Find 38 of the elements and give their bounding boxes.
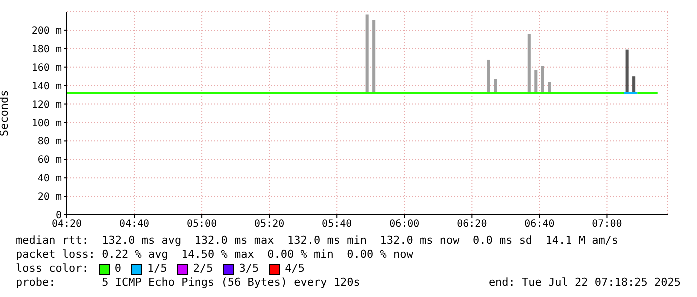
y-tick-label: 200 m [32, 26, 62, 38]
y-tick-label: 20 m [38, 192, 62, 204]
text: median rtt: 132.0 ms avg 132.0 ms max 132.0 ms min 132.0 ms now 0.0 ms sd 14.1 M am/s [16, 234, 620, 248]
text: end: Tue Jul 22 07:18:25 2025 [488, 276, 681, 290]
x-tick-label: 06:40 [524, 219, 555, 230]
y-tick-label: 100 m [32, 118, 62, 130]
legend-label: 3/5 [239, 262, 260, 276]
y-tick-label: 40 m [38, 174, 62, 185]
y-tick-label: 60 m [38, 155, 62, 166]
x-tick-label: 06:20 [457, 219, 488, 230]
x-tick-label: 05:20 [254, 219, 285, 230]
bar [372, 20, 376, 94]
bar [534, 70, 538, 94]
bar [541, 66, 544, 94]
y-tick-label: 180 m [32, 44, 62, 56]
bar [366, 14, 369, 94]
y-tick-label: 80 m [38, 136, 62, 148]
y-axis-title: Seconds [0, 90, 11, 137]
x-tick-label: 04:20 [52, 219, 82, 230]
legend-label: 1/5 [147, 262, 168, 276]
legend-label: 4/5 [285, 262, 305, 276]
bar [528, 34, 531, 94]
bar [626, 50, 629, 94]
legend-label: 2/5 [193, 262, 214, 276]
bar [632, 76, 636, 94]
y-tick-label: 140 m [32, 81, 62, 92]
x-tick-label: 05:40 [322, 219, 352, 230]
text: packet loss: 0.22 % avg 14.50 % max 0.00 % min 0.00 % now [16, 248, 414, 262]
legend-label: 0 [114, 262, 122, 276]
x-tick-label: 06:00 [390, 219, 420, 230]
legend-title: loss color: [16, 262, 89, 276]
text: probe: 5 ICMP Echo Pings (56 Bytes) every 120s [16, 276, 360, 290]
x-tick-label: 07:00 [592, 219, 622, 230]
y-tick-label: 120 m [32, 100, 62, 111]
x-tick-label: 05:00 [187, 219, 218, 230]
bar [487, 60, 490, 94]
x-tick-label: 04:40 [119, 219, 150, 230]
y-tick-label: 160 m [32, 62, 62, 74]
